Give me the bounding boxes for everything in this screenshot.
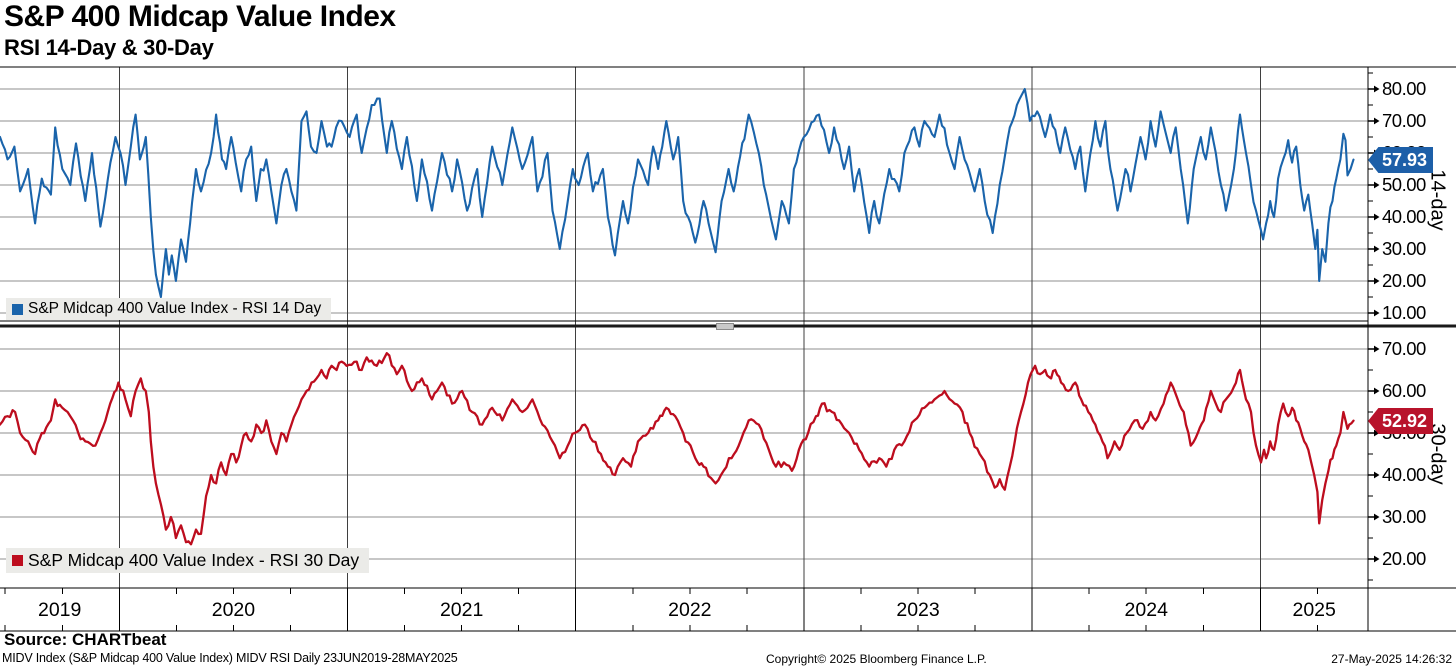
- y-tick-label: 20.00: [1382, 548, 1426, 569]
- panel-splitter-handle[interactable]: [716, 323, 734, 330]
- legend-marker-blue-icon: [12, 303, 23, 315]
- x-year-label-2019: 2019: [37, 599, 82, 621]
- rsi-14-line: [0, 87, 1355, 299]
- x-year-label-2022: 2022: [668, 599, 712, 621]
- last-value-badge-14day: 57.93: [1368, 147, 1434, 173]
- last-value-badge-30day: 52.92: [1368, 408, 1434, 434]
- x-year-label-2020: 2020: [211, 599, 256, 621]
- legend-rsi-30-label: S&P Midcap 400 Value Index - RSI 30 Day: [28, 550, 360, 570]
- y-tick-label: 40.00: [1382, 464, 1426, 485]
- page-subtitle: RSI 14-Day & 30-Day: [4, 35, 214, 60]
- source-label: Source: CHARTbeat: [4, 630, 167, 649]
- y-tick-label: 20.00: [1382, 270, 1426, 291]
- y-tick-label: 30.00: [1382, 238, 1426, 259]
- y-tick-label: 40.00: [1382, 206, 1426, 227]
- y-tick-label: 30.00: [1382, 506, 1426, 527]
- y-tick-label: 70.00: [1382, 338, 1426, 359]
- x-year-label-2025: 2025: [1292, 599, 1336, 621]
- timestamp-label: 27-May-2025 14:26:32: [1331, 652, 1452, 666]
- legend-marker-red-icon: [12, 555, 23, 566]
- x-year-label-2021: 2021: [439, 599, 484, 621]
- y-tick-label: 10.00: [1382, 302, 1426, 323]
- page-title: S&P 400 Midcap Value Index: [4, 0, 396, 33]
- y-tick-label: 60.00: [1382, 380, 1426, 401]
- legend-rsi-14: S&P Midcap 400 Value Index - RSI 14 Day: [6, 298, 332, 320]
- y-tick-label: 80.00: [1382, 78, 1426, 99]
- legend-rsi-14-label: S&P Midcap 400 Value Index - RSI 14 Day: [28, 300, 322, 317]
- x-year-label-2024: 2024: [1124, 599, 1168, 621]
- ticker-meta-label: MIDV Index (S&P Midcap 400 Value Index) …: [2, 651, 458, 665]
- legend-rsi-30: S&P Midcap 400 Value Index - RSI 30 Day: [6, 548, 370, 573]
- right-axis-title-14day: 14-day: [1426, 169, 1449, 231]
- y-tick-label: 70.00: [1382, 110, 1426, 131]
- y-tick-label: 50.00: [1382, 174, 1426, 195]
- rsi-30-line: [0, 352, 1355, 546]
- copyright-label: Copyright© 2025 Bloomberg Finance L.P.: [766, 652, 987, 666]
- gridlines-group: [0, 66, 1456, 632]
- x-year-label-2023: 2023: [896, 599, 940, 621]
